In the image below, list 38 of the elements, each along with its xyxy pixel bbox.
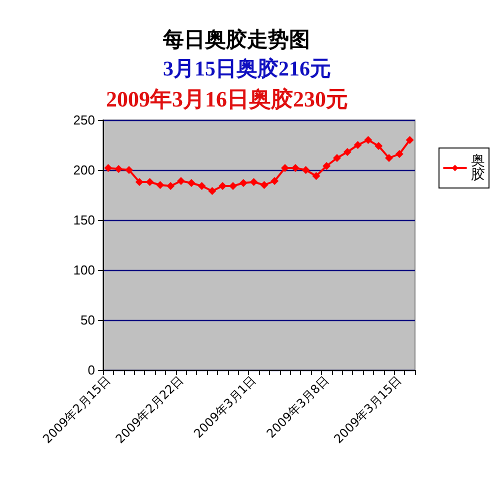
point: [343, 148, 352, 156]
point: [104, 164, 112, 172]
point: [239, 179, 248, 187]
point: [166, 182, 175, 190]
point: [270, 177, 279, 185]
point: [114, 165, 123, 173]
point: [156, 181, 164, 189]
y-tick-label: 200: [73, 162, 95, 178]
point: [187, 179, 196, 187]
point: [364, 136, 372, 144]
y-tick-label: 100: [73, 262, 95, 278]
point: [312, 172, 320, 180]
point: [302, 166, 310, 174]
point: [406, 136, 414, 144]
point: [229, 182, 237, 190]
point: [177, 177, 185, 185]
y-tick-label: 150: [73, 212, 95, 228]
point: [322, 162, 331, 170]
point: [146, 178, 154, 186]
point: [385, 154, 393, 162]
y-tick-label: 0: [88, 362, 95, 378]
chart-subtitle: 3月15日奥胶216元: [163, 56, 331, 80]
y-tick-label: 250: [73, 112, 95, 128]
point: [260, 181, 268, 189]
point: [198, 182, 206, 190]
point: [125, 166, 133, 174]
point: [354, 141, 362, 149]
point: [333, 154, 341, 162]
point: [374, 142, 383, 150]
point: [135, 178, 144, 186]
point: [281, 164, 289, 172]
chart-title: 每日奥胶走势图: [162, 28, 310, 52]
y-tick-label: 50: [80, 312, 95, 328]
point: [395, 150, 404, 158]
point: [208, 187, 216, 195]
point: [250, 178, 258, 186]
legend-label: 奥胶: [471, 153, 485, 183]
text: 2009年3月16日奥胶230元: [106, 86, 348, 112]
